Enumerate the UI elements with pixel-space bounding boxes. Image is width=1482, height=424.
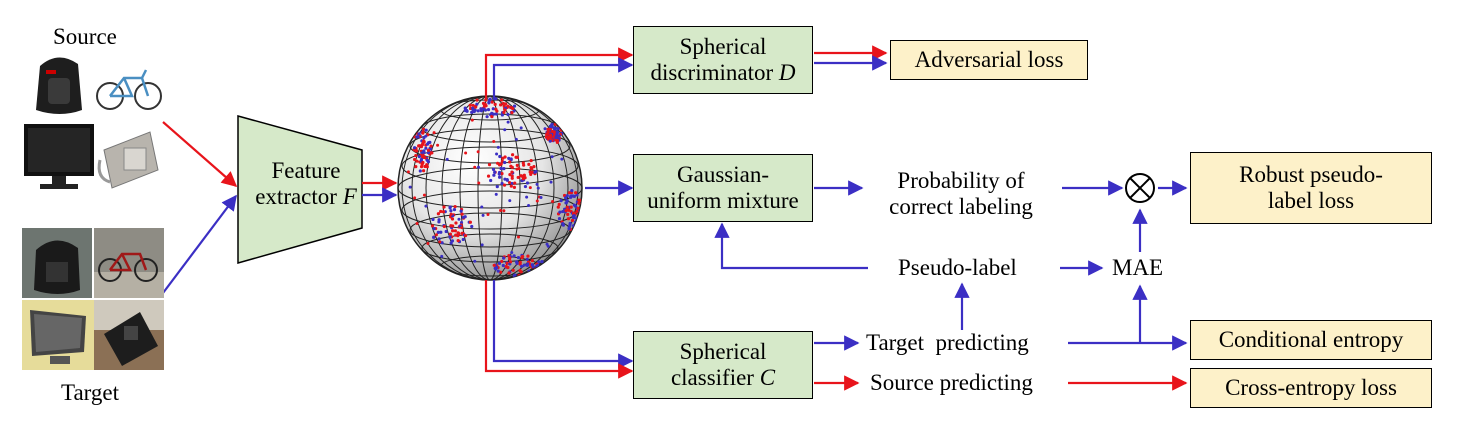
mae-label: MAE: [1112, 255, 1164, 280]
phone-icon: [96, 124, 162, 190]
source-label: Source: [53, 24, 117, 49]
backpack-icon: [24, 57, 92, 118]
feature-extractor-shape: [237, 115, 363, 264]
arrow-pseudo-label-to-gum: [714, 222, 868, 270]
target-backpack-icon: [22, 228, 92, 298]
feature-extractor-var: F: [342, 184, 357, 210]
gum-line1: Gaussian-: [677, 161, 769, 187]
discriminator-line1: Spherical: [679, 33, 767, 59]
spherical-discriminator-box: Spherical discriminator D: [633, 26, 813, 94]
probability-line2: correct labeling: [889, 194, 1033, 220]
probability-line1: Probability of: [897, 168, 1025, 193]
source-path-to-discriminator: [484, 47, 634, 100]
robust-pseudo-label-loss-box: Robust pseudo- label loss: [1190, 152, 1432, 224]
classifier-var: C: [759, 365, 776, 390]
discriminator-var: D: [778, 60, 796, 85]
conditional-entropy-label: Conditional entropy: [1218, 326, 1404, 352]
discriminator-line2: discriminator: [650, 60, 774, 85]
classifier-line1: Spherical: [679, 338, 767, 364]
monitor-icon: [24, 124, 94, 189]
cross-entropy-label: Cross-entropy loss: [1225, 374, 1397, 400]
gaussian-uniform-mixture-box: Gaussian- uniform mixture: [633, 154, 813, 222]
bicycle-icon: [96, 69, 162, 110]
target-predicting-label: Target predicting: [866, 330, 1029, 355]
classifier-line2: classifier: [670, 365, 754, 390]
spherical-classifier-box: Spherical classifier C: [633, 331, 813, 399]
target-path-to-classifier: [492, 280, 634, 369]
source-path-to-classifier: [484, 280, 634, 379]
source-predicting-label: Source predicting: [870, 370, 1033, 395]
robust-loss-line2: label loss: [1267, 188, 1355, 213]
target-monitor-icon: [22, 300, 94, 370]
source-images: [24, 57, 162, 190]
target-path-to-discriminator: [492, 57, 634, 100]
source-arrow-to-extractor: [162, 121, 238, 188]
probability-label: Probability of correct labeling: [866, 168, 1056, 221]
cross-entropy-loss-box: Cross-entropy loss: [1190, 368, 1432, 408]
target-arrow-to-extractor: [162, 194, 237, 294]
target-label: Target: [61, 380, 119, 405]
adversarial-loss-label: Adversarial loss: [914, 46, 1064, 72]
conditional-entropy-box: Conditional entropy: [1190, 320, 1432, 360]
feature-extractor-line1: Feature: [271, 158, 341, 183]
hypersphere: [397, 95, 583, 281]
gum-line2: uniform mixture: [647, 188, 799, 213]
robust-loss-line1: Robust pseudo-: [1239, 161, 1383, 187]
pseudo-label-text: Pseudo-label: [898, 255, 1017, 280]
target-images: [22, 228, 164, 370]
target-bicycle-icon: [94, 228, 164, 298]
feature-extractor-label: Feature extractor F: [250, 158, 362, 211]
adversarial-loss-box: Adversarial loss: [890, 40, 1088, 80]
multiply-operator: [1125, 173, 1155, 203]
feature-extractor-line2: extractor: [255, 184, 337, 210]
target-phone-icon: [94, 300, 164, 370]
